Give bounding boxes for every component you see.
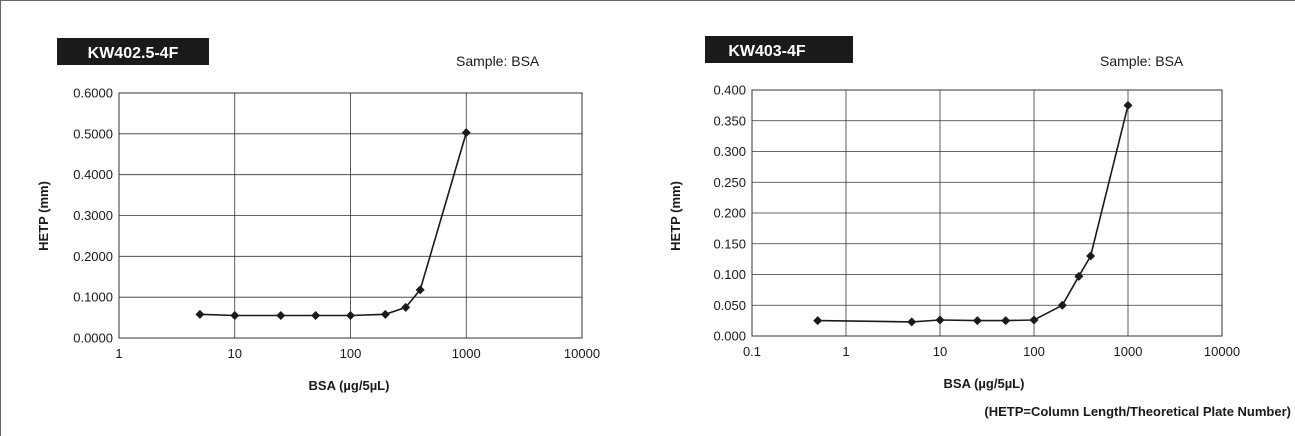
chart-2-y-tick-label: 0.000 xyxy=(713,329,746,344)
chart-1-x-tick-label: 100 xyxy=(340,346,362,361)
chart-2-y-axis-title: HETP (mm) xyxy=(668,181,683,251)
chart-1: KW402.5-4F Sample: BSA BSA (µg/5µL) HETP… xyxy=(36,38,600,393)
chart-2-y-tick-label: 0.200 xyxy=(713,206,746,221)
chart-1-title: KW402.5-4F xyxy=(88,45,179,62)
chart-1-x-tick-label: 1 xyxy=(115,346,122,361)
chart-1-plot-border xyxy=(118,92,583,339)
chart-2: KW403-4F Sample: BSA BSA (µg/5µL) HETP (… xyxy=(668,36,1240,391)
chart-1-y-tick-label: 0.1000 xyxy=(73,290,113,305)
chart-2-x-tick-label: 0.1 xyxy=(743,344,761,359)
chart-2-plot-border xyxy=(751,89,1223,337)
chart-1-plot-area: 0.0000 0.1000 0.2000 0.3000 0.4000 0.5000 0.60… xyxy=(73,86,600,362)
chart-1-y-tick-label: 0.0000 xyxy=(73,331,113,346)
chart-2-data-point xyxy=(972,316,982,326)
chart-2-series-line xyxy=(817,105,1129,323)
chart-2-y-tick-label: 0.150 xyxy=(713,236,746,251)
chart-1-data-point xyxy=(461,128,471,138)
chart-2-data-point xyxy=(907,317,917,327)
chart-1-y-tick-label: 0.6000 xyxy=(73,86,113,101)
chart-1-data-point xyxy=(346,311,355,321)
chart-2-x-tick-label: 10 xyxy=(933,344,947,359)
chart-1-data-point xyxy=(311,311,321,321)
chart-1-y-tick-label: 0.5000 xyxy=(73,126,113,141)
chart-2-title: KW403-4F xyxy=(728,43,806,60)
chart-2-data-point xyxy=(1074,271,1084,281)
chart-2-x-tick-label: 1 xyxy=(842,344,849,359)
chart-2-x-axis-title: BSA (µg/5µL) xyxy=(944,376,1025,391)
chart-1-data-point xyxy=(276,311,286,321)
chart-2-title-badge xyxy=(705,36,853,63)
chart-1-y-tick-label: 0.4000 xyxy=(73,167,113,182)
chart-1-y-axis-title: HETP (mm) xyxy=(36,181,51,251)
chart-1-y-tick-label: 0.3000 xyxy=(73,208,113,223)
chart-2-plot-area: 0.000 0.050 0.100 0.150 0.200 0.250 0.300 0.350… xyxy=(713,83,1240,360)
chart-2-data-point xyxy=(1001,316,1011,326)
chart-1-x-tick-label: 10000 xyxy=(564,346,600,361)
chart-2-y-tick-label: 0.050 xyxy=(713,298,746,313)
chart-2-data-point xyxy=(1086,251,1096,261)
chart-1-x-tick-label: 1000 xyxy=(452,346,481,361)
chart-2-data-point xyxy=(1123,100,1133,110)
chart-2-y-tick-label: 0.400 xyxy=(713,83,746,98)
chart-2-x-tick-label: 10000 xyxy=(1204,344,1240,359)
chart-1-data-point xyxy=(195,309,205,319)
chart-2-x-tick-label: 100 xyxy=(1023,344,1045,359)
chart-2-x-tick-label: 1000 xyxy=(1114,344,1143,359)
chart-2-y-tick-label: 0.350 xyxy=(713,113,746,128)
chart-2-y-tick-label: 0.100 xyxy=(713,267,746,282)
chart-1-data-point xyxy=(230,311,240,321)
chart-1-y-tick-label: 0.2000 xyxy=(73,249,113,264)
chart-1-title-badge xyxy=(57,38,209,65)
chart-1-data-point xyxy=(380,309,390,319)
chart-2-data-point xyxy=(935,315,945,325)
chart-1-x-tick-label: 10 xyxy=(228,346,242,361)
chart-1-x-axis-title: BSA (µg/5µL) xyxy=(309,378,390,393)
chart-2-y-tick-label: 0.300 xyxy=(713,144,746,159)
chart-2-data-point xyxy=(1029,315,1039,325)
footnote: (HETP=Column Length/Theoretical Plate Nu… xyxy=(984,404,1291,419)
chart-1-sample-annotation: Sample: BSA xyxy=(456,53,540,69)
chart-1-series-line xyxy=(199,132,468,317)
chart-2-y-tick-label: 0.250 xyxy=(713,175,746,190)
chart-1-data-point xyxy=(401,302,411,312)
chart-1-data-point xyxy=(415,285,425,295)
chart-2-data-point xyxy=(813,316,823,326)
chart-2-sample-annotation: Sample: BSA xyxy=(1100,53,1184,69)
chart-2-data-point xyxy=(1057,300,1067,310)
